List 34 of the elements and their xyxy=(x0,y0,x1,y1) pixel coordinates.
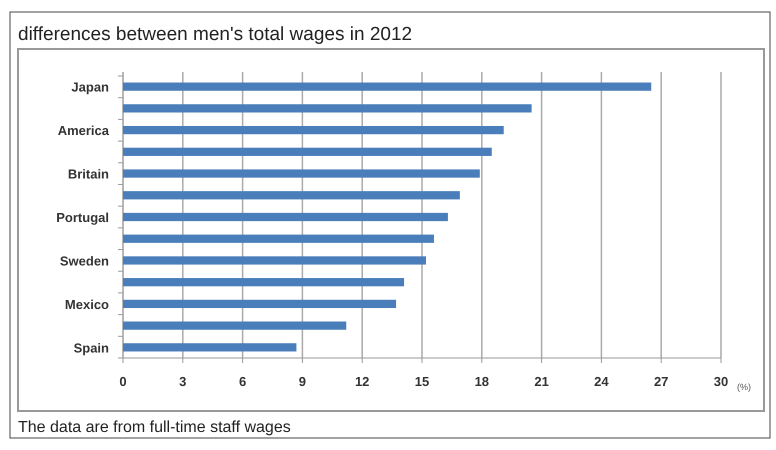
x-tick-label: 30 xyxy=(714,374,728,389)
x-axis-title: (%) xyxy=(737,382,751,392)
y-tick-label: Mexico xyxy=(64,296,110,312)
y-tick-label: Japan xyxy=(71,80,110,95)
bar xyxy=(123,104,532,112)
bar xyxy=(123,82,652,91)
bar xyxy=(123,234,434,243)
bar xyxy=(123,256,426,265)
x-tick-label: 15 xyxy=(414,374,430,389)
x-tick-label: 18 xyxy=(474,374,490,389)
text: The data are from full-time staff wages xyxy=(18,419,291,436)
y-tick-label: Portugal xyxy=(56,210,109,225)
x-tick-label: 21 xyxy=(534,374,549,389)
bar xyxy=(123,169,480,178)
x-tick-label: 3 xyxy=(179,374,186,389)
y-tick-label: Britain xyxy=(68,166,110,182)
bar xyxy=(123,300,396,308)
x-tick-label: 27 xyxy=(654,374,668,389)
chart-title: differences between men's total wages in 2012 xyxy=(18,24,412,45)
x-tick-label: 12 xyxy=(354,374,370,389)
bar xyxy=(123,278,404,286)
bar xyxy=(123,191,460,200)
bar xyxy=(123,212,448,222)
bar xyxy=(123,322,346,330)
y-tick-label: Sweden xyxy=(60,253,110,268)
bar xyxy=(123,148,492,156)
bar xyxy=(123,343,296,352)
x-tick-label: 9 xyxy=(298,374,306,389)
x-tick-label: 6 xyxy=(238,374,246,389)
bar xyxy=(123,126,504,134)
y-tick-label: America xyxy=(58,123,110,138)
x-tick-label: 0 xyxy=(119,374,127,389)
x-tick-label: 24 xyxy=(594,374,610,389)
y-tick-label: Spain xyxy=(74,340,110,356)
